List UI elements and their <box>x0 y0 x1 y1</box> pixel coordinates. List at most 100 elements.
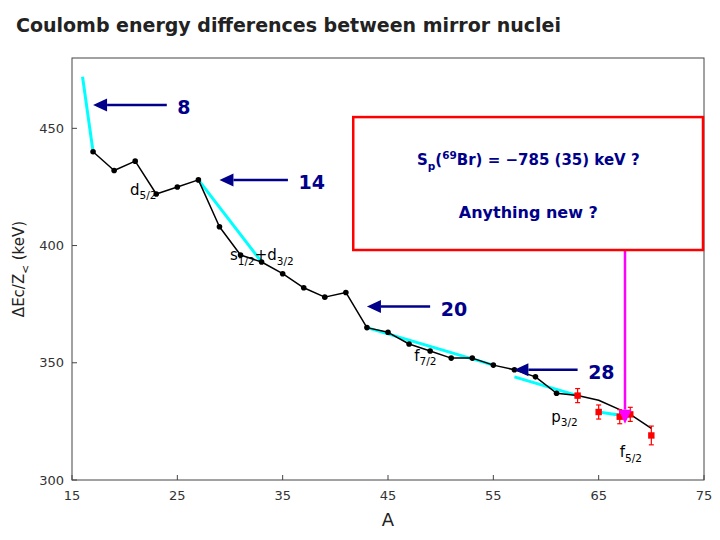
point <box>111 168 117 174</box>
text-part: 3/2 <box>277 255 294 267</box>
arrow <box>93 98 167 111</box>
arrow <box>514 363 577 376</box>
error-bar-cap <box>617 423 622 424</box>
y-tick <box>72 480 77 481</box>
error-bar <box>649 426 654 445</box>
text-part: ΔEc/Z <box>10 274 28 317</box>
arrow <box>219 173 287 186</box>
error-bar-cap <box>628 421 633 422</box>
point <box>301 285 307 291</box>
arrow-head <box>514 363 528 376</box>
point <box>196 177 202 183</box>
point <box>175 184 181 190</box>
text-part: 5/2 <box>139 189 156 201</box>
arrow-shaft <box>233 179 287 182</box>
error-bar-cap <box>596 404 601 405</box>
text-part: 3/2 <box>561 416 578 428</box>
x-tick <box>598 475 599 480</box>
x-tick <box>72 475 73 480</box>
point <box>595 409 601 415</box>
annotation: d5/2 <box>130 181 156 202</box>
line <box>83 77 94 152</box>
info-box-frame <box>353 117 703 250</box>
text-part: 1/2 <box>238 255 255 267</box>
title: Coulomb energy differences between mirro… <box>16 14 561 36</box>
y-tick-label: 300 <box>39 473 64 488</box>
error-bar <box>575 389 580 403</box>
annotation: f7/2 <box>414 347 436 368</box>
point <box>554 390 560 396</box>
error-bar-cap <box>649 425 654 426</box>
text-part: S <box>417 151 428 169</box>
annotation: p3/2 <box>551 408 577 429</box>
point <box>575 393 581 399</box>
arrow-shaft <box>381 305 430 308</box>
error-bar-cap <box>628 407 633 408</box>
text-part: (keV) <box>10 221 28 265</box>
annotation: 14 <box>298 171 324 193</box>
y-tick-label: 400 <box>39 238 64 253</box>
x-tick <box>177 475 178 480</box>
error-bar-cap <box>649 444 654 445</box>
text-part: s <box>230 246 238 264</box>
point <box>574 392 580 398</box>
arrow-shaft <box>107 104 167 107</box>
text-part: < <box>19 265 31 274</box>
x-tick-label: 75 <box>696 488 713 503</box>
text-part: p <box>551 408 561 426</box>
arrow-head <box>93 98 107 111</box>
info-box-text: Sp(69Br) = −785 (35) keV ? <box>417 149 640 172</box>
annotation: s1/2+d3/2 <box>230 246 294 267</box>
text-part: Br) = −785 (35) keV ? <box>457 151 640 169</box>
x-tick-label: 35 <box>274 488 291 503</box>
x-tick <box>388 475 389 480</box>
text-part: 7/2 <box>420 355 437 367</box>
point <box>491 362 497 368</box>
point <box>364 325 370 331</box>
point <box>533 374 539 380</box>
point <box>343 290 349 296</box>
text-part: ( <box>435 151 442 169</box>
point <box>648 432 654 438</box>
text-part: Anything new ? <box>459 203 598 222</box>
chart: Coulomb energy differences between mirro… <box>0 0 720 540</box>
arrow-head <box>367 300 381 313</box>
x-tick <box>704 475 705 480</box>
text-part: 69 <box>442 149 457 161</box>
arrow-head <box>219 173 233 186</box>
arrow-shaft <box>528 369 577 372</box>
info-box: Sp(69Br) = −785 (35) keV ? Anything new ? <box>353 117 703 250</box>
annotation: 28 <box>588 361 614 383</box>
point <box>448 355 454 361</box>
line <box>514 377 577 396</box>
point <box>469 355 475 361</box>
plot-frame <box>72 58 704 480</box>
error-bar-cap <box>575 388 580 389</box>
x-tick-label: 65 <box>590 488 607 503</box>
info-box-text: Anything new ? <box>459 203 598 222</box>
text-part: 5/2 <box>625 452 642 464</box>
annotation: 8 <box>177 96 190 118</box>
annotation: f5/2 <box>620 443 642 464</box>
y-axis-label: ΔEc/Z< (keV) <box>10 221 31 317</box>
line <box>578 396 652 429</box>
y-tick-label: 350 <box>39 355 64 370</box>
point <box>132 158 138 164</box>
text-part: d <box>130 181 140 199</box>
error-bar <box>596 405 601 419</box>
x-axis-label: A <box>382 509 395 530</box>
y-tick <box>72 245 77 246</box>
point <box>427 348 433 354</box>
y-tick <box>72 362 77 363</box>
x-tick <box>493 475 494 480</box>
point <box>90 149 96 155</box>
y-tick <box>72 128 77 129</box>
arrow-head <box>619 410 632 424</box>
x-tick-label: 45 <box>380 488 397 503</box>
text-part: +d <box>255 246 277 264</box>
annotation: 20 <box>441 298 467 320</box>
error-bar-cap <box>575 402 580 403</box>
point <box>280 271 286 277</box>
point <box>322 294 328 300</box>
error-bar-cap <box>596 418 601 419</box>
